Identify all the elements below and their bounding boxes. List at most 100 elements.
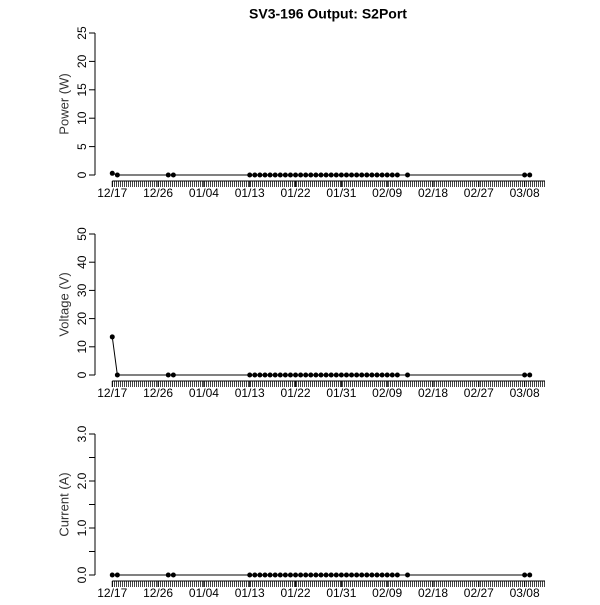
y-tick-label: 40: [75, 255, 89, 269]
data-point: [247, 372, 253, 378]
data-point: [379, 372, 385, 378]
data-point: [257, 172, 263, 178]
data-point: [369, 372, 375, 378]
x-tick-label: 02/18: [418, 586, 448, 600]
x-tick-label: 02/09: [372, 186, 402, 200]
data-point: [379, 172, 385, 178]
y-tick-label: 2.0: [75, 472, 89, 489]
data-point: [277, 372, 283, 378]
data-point: [293, 172, 299, 178]
data-point: [369, 172, 375, 178]
data-point: [165, 172, 171, 178]
data-point: [165, 572, 171, 578]
data-point: [170, 572, 176, 578]
data-point: [323, 172, 329, 178]
x-tick-label: 01/31: [326, 586, 356, 600]
y-tick-label: 20: [75, 54, 89, 68]
y-tick-label: 1.0: [75, 519, 89, 536]
data-point: [333, 172, 339, 178]
data-point: [252, 172, 258, 178]
data-point: [293, 372, 299, 378]
data-point: [298, 372, 304, 378]
data-point: [318, 372, 324, 378]
data-point: [364, 372, 370, 378]
data-point: [333, 372, 339, 378]
data-point: [247, 172, 253, 178]
data-point: [272, 372, 278, 378]
data-line: [111, 336, 530, 376]
data-point: [328, 372, 334, 378]
data-point: [343, 172, 349, 178]
data-point: [313, 172, 319, 178]
data-point: [277, 172, 283, 178]
y-tick-label: 10: [75, 111, 89, 125]
data-point: [338, 372, 344, 378]
y-tick-label: 10: [75, 340, 89, 354]
data-point: [257, 372, 263, 378]
data-point: [343, 372, 349, 378]
y-tick-label: 30: [75, 283, 89, 297]
data-point: [318, 572, 324, 578]
data-point: [364, 172, 370, 178]
x-tick-label: 12/17: [97, 186, 127, 200]
y-tick-label: 0: [75, 171, 89, 178]
x-tick-label: 01/13: [235, 386, 265, 400]
x-tick-label: 12/26: [143, 186, 173, 200]
y-tick-label: 25: [75, 26, 89, 40]
data-point: [287, 172, 293, 178]
x-tick-label: 01/22: [281, 586, 311, 600]
y-axis-label: Power (W): [56, 73, 71, 134]
data-point: [527, 572, 533, 578]
x-tick-label: 03/08: [510, 186, 540, 200]
data-point: [114, 172, 120, 178]
data-point: [323, 572, 329, 578]
x-axis-strip: [112, 181, 545, 187]
data-point: [252, 372, 258, 378]
y-axis-label: Current (A): [56, 472, 71, 536]
data-point: [165, 372, 171, 378]
data-point: [277, 572, 283, 578]
y-tick-label: 20: [75, 312, 89, 326]
x-tick-label: 02/27: [464, 186, 494, 200]
data-point: [170, 172, 176, 178]
x-tick-label: 12/26: [143, 586, 173, 600]
x-tick-label: 02/18: [418, 186, 448, 200]
chart-title: SV3-196 Output: S2Port: [249, 6, 407, 22]
data-point: [374, 172, 380, 178]
data-point: [262, 372, 268, 378]
data-point: [527, 372, 533, 378]
x-tick-label: 01/13: [235, 186, 265, 200]
x-axis-strip: [112, 581, 545, 587]
data-point: [328, 172, 334, 178]
x-tick-label: 01/04: [189, 386, 219, 400]
data-point: [247, 572, 253, 578]
data-point: [282, 372, 288, 378]
x-tick-label: 03/08: [510, 386, 540, 400]
data-point: [349, 372, 355, 378]
data-point: [308, 372, 314, 378]
data-point: [405, 372, 411, 378]
data-point: [354, 172, 360, 178]
data-point: [267, 172, 273, 178]
data-point: [262, 572, 268, 578]
data-point: [114, 572, 120, 578]
data-point: [389, 172, 395, 178]
x-axis-strip: [112, 381, 545, 387]
data-point: [287, 572, 293, 578]
data-point: [267, 572, 273, 578]
data-point: [303, 172, 309, 178]
data-point: [282, 172, 288, 178]
data-point: [405, 172, 411, 178]
data-point: [308, 172, 314, 178]
data-point: [374, 372, 380, 378]
data-point: [522, 172, 528, 178]
x-tick-label: 02/18: [418, 386, 448, 400]
data-point: [298, 172, 304, 178]
data-point: [267, 372, 273, 378]
data-point: [405, 572, 411, 578]
y-tick-label: 0: [75, 371, 89, 378]
data-point: [298, 572, 304, 578]
y-tick-label: 50: [75, 227, 89, 241]
x-tick-label: 01/22: [281, 386, 311, 400]
